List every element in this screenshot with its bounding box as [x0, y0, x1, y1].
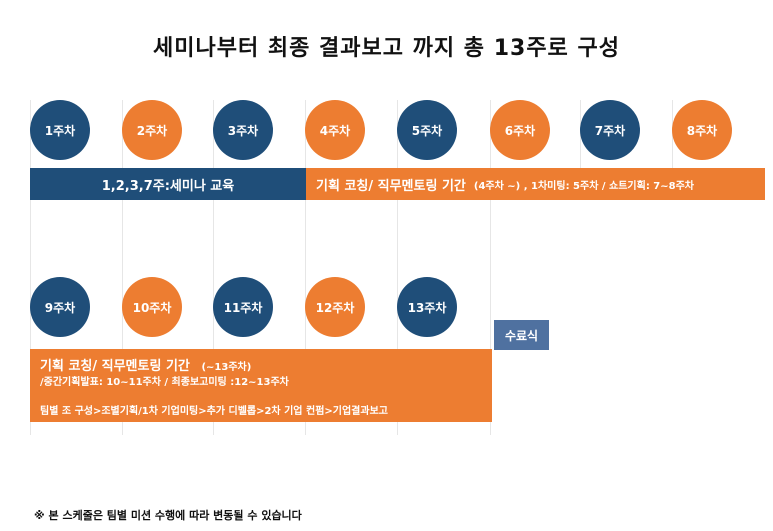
week-circle-2: 2주차: [122, 100, 182, 160]
grid-line: [30, 100, 31, 435]
footnote: ※ 본 스케줄은 팀별 미션 수행에 따라 변동될 수 있습니다: [34, 509, 302, 522]
seminar-bar: 1,2,3,7주:세미나 교육: [30, 168, 306, 200]
coaching-bar-2-title: 기획 코칭/ 직무멘토링 기간: [40, 359, 190, 374]
coaching-bar-2-period: (~13주차): [201, 362, 252, 373]
graduation-box: 수료식: [494, 320, 549, 350]
grid-line: [672, 100, 673, 200]
coaching-bar-2-process: 팀별 조 구성>조별기획/1차 기업미팅>추가 디벨롭>2차 기업 컨펌>기업결…: [40, 406, 388, 417]
week-circle-4: 4주차: [305, 100, 365, 160]
week-circle-1: 1주차: [30, 100, 90, 160]
grid-line: [397, 100, 398, 435]
grid-line: [490, 100, 491, 435]
week-circle-11: 11주차: [213, 277, 273, 337]
page-title: 세미나부터 최종 결과보고 까지 총 13주로 구성: [153, 36, 620, 61]
week-circle-10: 10주차: [122, 277, 182, 337]
week-circle-7: 7주차: [580, 100, 640, 160]
week-circle-8: 8주차: [672, 100, 732, 160]
coaching-bar-1-detail: (4주차 ~) , 1차미팅: 5주차 / 쇼트기획: 7~8주차: [473, 180, 694, 192]
coaching-bar-2-milestones: /중간기획발표: 10~11주차 / 최종보고미팅 :12~13주차: [40, 377, 289, 388]
week-circle-12: 12주차: [305, 277, 365, 337]
coaching-bar-1: 기획 코칭/ 직무멘토링 기간 (4주차 ~) , 1차미팅: 5주차 / 쇼트…: [306, 168, 765, 200]
week-circle-3: 3주차: [213, 100, 273, 160]
week-circle-5: 5주차: [397, 100, 457, 160]
coaching-bar-2: 기획 코칭/ 직무멘토링 기간 (~13주차) /중간기획발표: 10~11주차…: [30, 349, 492, 422]
week-circle-9: 9주차: [30, 277, 90, 337]
grid-line: [213, 100, 214, 435]
grid-line: [580, 100, 581, 200]
week-circle-13: 13주차: [397, 277, 457, 337]
grid-line: [305, 100, 306, 435]
seminar-bar-label: 1,2,3,7주:세미나 교육: [101, 178, 235, 194]
grid-line: [122, 100, 123, 435]
week-circle-6: 6주차: [490, 100, 550, 160]
coaching-bar-1-title: 기획 코칭/ 직무멘토링 기간: [316, 178, 466, 194]
